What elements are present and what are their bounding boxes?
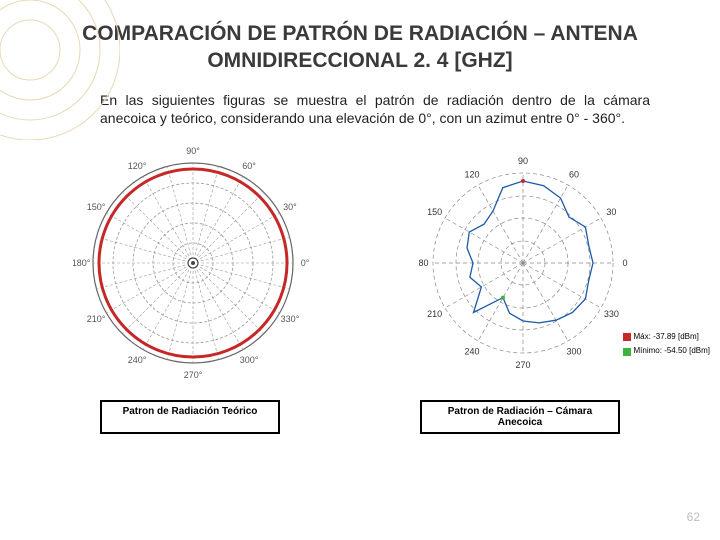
svg-text:30: 30 <box>606 207 616 217</box>
legend-min: Mínimo: -54.50 [dBm] <box>623 344 710 358</box>
caption-right: Patron de Radiación – Cámara Anecoica <box>420 400 620 434</box>
chart-measured: 0 30 60 90 120 150 180 210 240 270 300 330 <box>418 148 648 383</box>
svg-text:330°: 330° <box>280 314 299 324</box>
svg-text:0: 0 <box>622 258 627 268</box>
svg-text:240: 240 <box>464 347 479 357</box>
svg-text:270°: 270° <box>183 370 202 380</box>
svg-text:300°: 300° <box>239 355 258 365</box>
caption-left: Patron de Radiación Teórico <box>100 400 280 434</box>
svg-text:210°: 210° <box>86 314 105 324</box>
svg-text:60°: 60° <box>242 161 256 171</box>
svg-text:210: 210 <box>427 309 442 319</box>
svg-text:0°: 0° <box>300 258 309 268</box>
svg-text:90°: 90° <box>186 146 200 156</box>
svg-text:180: 180 <box>418 258 429 268</box>
slide-title: COMPARACIÓN DE PATRÓN DE RADIACIÓN – ANT… <box>0 0 720 85</box>
chart-theoretical: 0° 30° 60° 90° 120° 150° 180° 210° 240° 270° 300° 3… <box>73 143 313 388</box>
slide-body: En las siguientes figuras se muestra el … <box>0 85 720 139</box>
svg-text:120°: 120° <box>127 161 146 171</box>
legend-max-label: Máx: -37.89 [dBm] <box>634 330 699 344</box>
svg-text:150°: 150° <box>86 202 105 212</box>
svg-text:90: 90 <box>517 156 527 166</box>
svg-text:300: 300 <box>566 347 581 357</box>
svg-text:60: 60 <box>568 170 578 180</box>
svg-text:240°: 240° <box>127 355 146 365</box>
legend-min-label: Mínimo: -54.50 [dBm] <box>634 344 710 358</box>
svg-text:270: 270 <box>515 360 530 370</box>
svg-text:330: 330 <box>603 309 618 319</box>
svg-text:30°: 30° <box>283 202 297 212</box>
svg-text:150: 150 <box>427 207 442 217</box>
legend-max: Máx: -37.89 [dBm] <box>623 330 710 344</box>
charts-row: 0° 30° 60° 90° 120° 150° 180° 210° 240° 270° 300° 3… <box>0 138 720 388</box>
svg-text:120: 120 <box>464 170 479 180</box>
slide-number: 62 <box>687 510 700 524</box>
legend: Máx: -37.89 [dBm] Mínimo: -54.50 [dBm] <box>623 330 710 359</box>
captions-row: Patron de Radiación Teórico Patron de Ra… <box>0 388 720 434</box>
svg-text:180°: 180° <box>73 258 91 268</box>
